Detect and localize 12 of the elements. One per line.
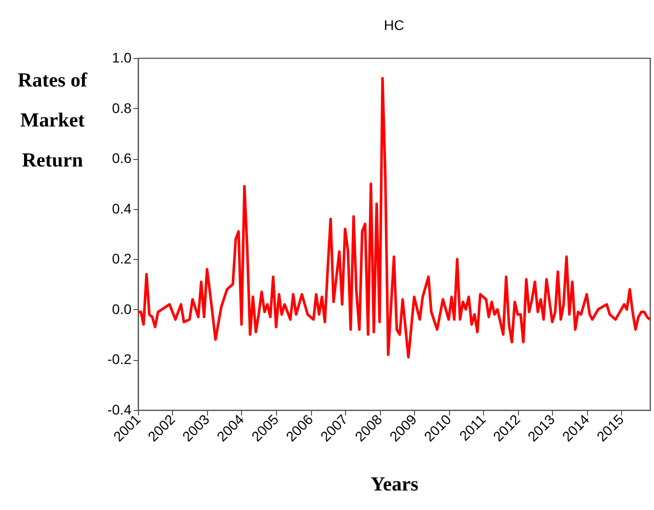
x-axis-title: Years	[370, 473, 419, 496]
y-tick-label: 1.0	[112, 50, 132, 66]
y-tick-label: 0.0	[112, 300, 132, 317]
y-tick-label: 0.2	[112, 250, 132, 267]
chart-title: HC	[384, 17, 404, 33]
y-tick-label: 0.4	[112, 200, 132, 216]
y-tick-label: 0.8	[112, 100, 132, 116]
y-tick-label: -0.4	[107, 402, 132, 418]
y-tick-label: -0.2	[107, 351, 132, 368]
y-tick-label: 0.6	[112, 150, 132, 166]
y-axis-title: Rates of Market Return	[18, 70, 88, 172]
line-series	[136, 76, 652, 358]
